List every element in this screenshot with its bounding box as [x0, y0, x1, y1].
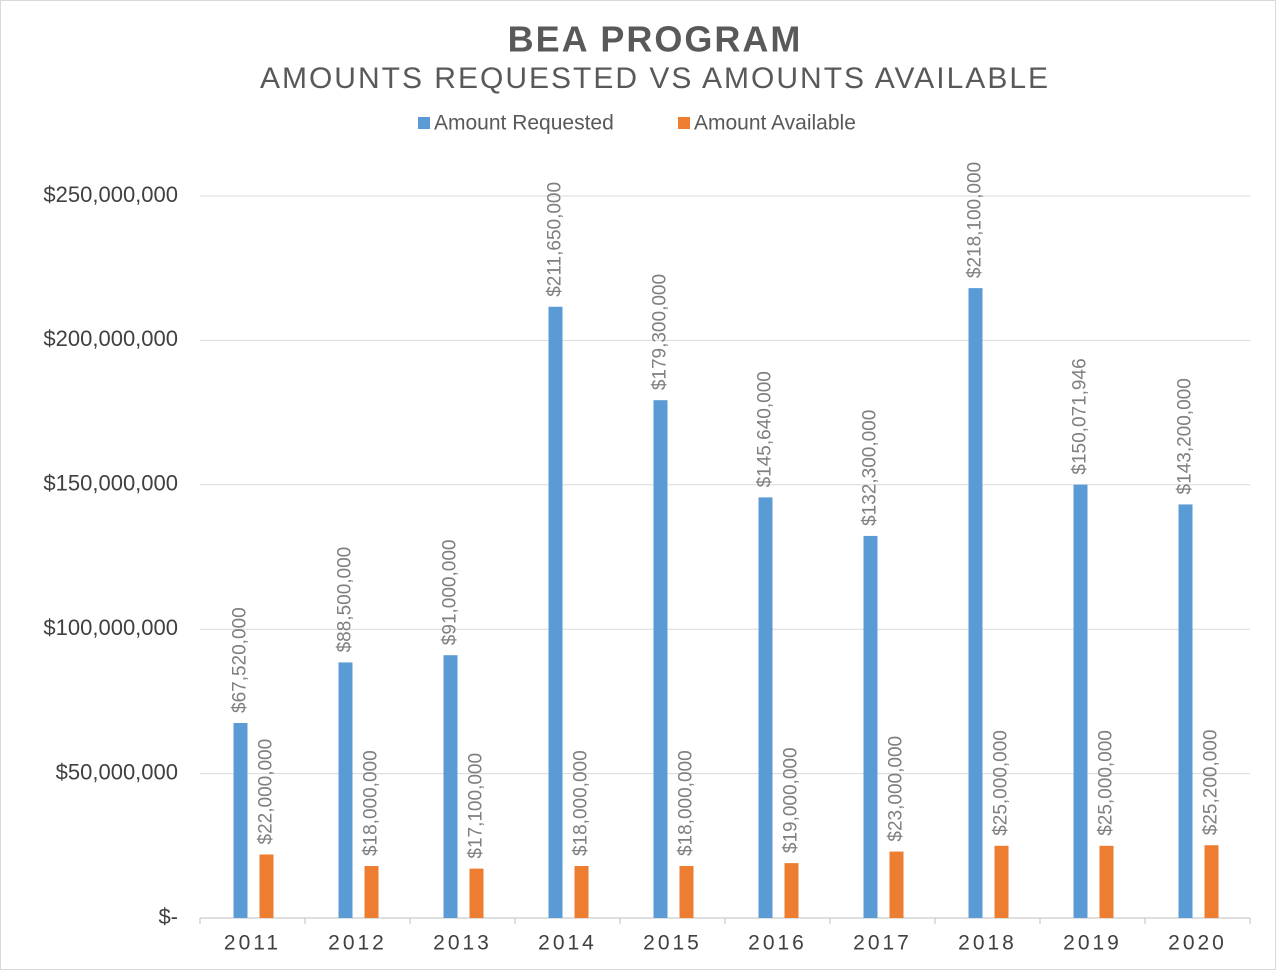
chart-subtitle: AMOUNTS REQUESTED VS AMOUNTS AVAILABLE — [260, 62, 1050, 95]
bar — [469, 868, 484, 918]
bar — [889, 851, 904, 918]
y-tick-label: $100,000,000 — [43, 615, 178, 640]
legend-label: Amount Available — [694, 112, 856, 135]
bar — [863, 535, 878, 918]
bar — [994, 845, 1009, 918]
legend-label: Amount Requested — [434, 112, 614, 135]
value-label: $19,000,000 — [781, 747, 802, 853]
bar — [968, 288, 983, 918]
bar — [233, 723, 248, 918]
value-label: $18,000,000 — [361, 750, 382, 856]
y-tick-label: $200,000,000 — [43, 326, 178, 351]
value-label: $143,200,000 — [1175, 378, 1196, 494]
value-label: $25,000,000 — [991, 730, 1012, 836]
y-tick-label: $- — [158, 904, 178, 929]
bar — [1204, 845, 1219, 918]
value-label: $18,000,000 — [676, 750, 697, 856]
bar — [679, 866, 694, 918]
value-label: $150,071,946 — [1070, 358, 1091, 474]
bar — [338, 662, 353, 918]
value-label: $25,000,000 — [1096, 730, 1117, 836]
bar — [259, 854, 274, 918]
value-label: $25,200,000 — [1201, 730, 1222, 836]
x-tick-label: 2015 — [643, 932, 702, 955]
x-tick-label: 2018 — [958, 932, 1017, 955]
value-label: $22,000,000 — [256, 739, 277, 845]
bar — [653, 400, 668, 918]
value-label: $18,000,000 — [571, 750, 592, 856]
value-label: $179,300,000 — [650, 274, 671, 390]
value-label: $218,100,000 — [965, 162, 986, 278]
value-label: $211,650,000 — [545, 182, 566, 297]
bar — [1073, 484, 1088, 918]
value-label: $67,520,000 — [230, 607, 251, 713]
bar — [1099, 845, 1114, 918]
x-tick-label: 2011 — [224, 932, 281, 955]
value-label: $88,500,000 — [335, 547, 356, 653]
bar — [443, 655, 458, 918]
legend-swatch — [678, 117, 690, 129]
x-tick-label: 2014 — [538, 932, 597, 955]
bar — [548, 306, 563, 919]
value-label: $23,000,000 — [886, 736, 907, 842]
y-tick-label: $250,000,000 — [43, 182, 178, 207]
bar — [758, 497, 773, 918]
x-tick-label: 2012 — [328, 932, 387, 955]
bar — [574, 866, 589, 918]
y-tick-label: $150,000,000 — [43, 471, 178, 496]
x-tick-label: 2019 — [1063, 932, 1122, 955]
chart-title: BEA PROGRAM — [508, 19, 803, 60]
bar — [1178, 504, 1193, 918]
value-label: $17,100,000 — [466, 753, 487, 859]
bar — [784, 863, 799, 918]
legend-swatch — [418, 117, 430, 129]
x-tick-label: 2017 — [853, 932, 912, 955]
x-tick-label: 2016 — [748, 932, 807, 955]
y-tick-label: $50,000,000 — [56, 759, 178, 784]
x-tick-label: 2020 — [1168, 932, 1227, 955]
x-tick-label: 2013 — [433, 932, 492, 955]
value-label: $91,000,000 — [440, 540, 461, 646]
value-label: $132,300,000 — [860, 410, 881, 526]
value-label: $145,640,000 — [755, 371, 776, 487]
bar — [364, 866, 379, 918]
